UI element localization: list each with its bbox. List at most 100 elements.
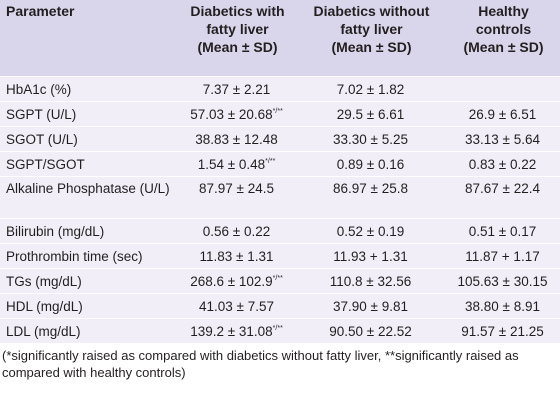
- cell-value: 37.90 ± 9.81: [333, 298, 408, 314]
- cell-without-fatty-liver: 0.52 ± 0.19: [296, 218, 445, 244]
- table-row: Prothrombin time (sec) 11.83 ± 1.31 11.9…: [0, 243, 560, 269]
- cell-value: 0.56 ± 0.22: [202, 223, 271, 239]
- row-parameter: HDL (mg/dL): [0, 293, 177, 319]
- header-col3-line3: (Mean ± SD): [463, 39, 544, 55]
- header-parameter: Parameter: [0, 0, 177, 77]
- cell-value: 139.2 ± 31.08: [190, 323, 273, 339]
- header-col3-line2: controls: [475, 21, 532, 37]
- cell-without-fatty-liver: 110.8 ± 32.56: [296, 268, 445, 294]
- header-col2-line3: (Mean ± SD): [331, 39, 412, 55]
- table-row: Alkaline Phosphatase (U/L) 87.97 ± 24.5 …: [0, 176, 560, 219]
- header-col1-line1: Diabetics with: [190, 3, 285, 19]
- cell-value: 87.67 ± 22.4: [465, 181, 540, 196]
- cell-value: 38.80 ± 8.91: [465, 298, 540, 314]
- cell-without-fatty-liver: 11.93 + 1.31: [296, 243, 445, 269]
- table-row: Bilirubin (mg/dL) 0.56 ± 0.22 0.52 ± 0.1…: [0, 218, 560, 244]
- table-row: SGOT (U/L) 38.83 ± 12.48 33.30 ± 5.25 33…: [0, 126, 560, 152]
- cell-value: 33.30 ± 5.25: [333, 131, 408, 147]
- cell-value: 26.9 ± 6.51: [468, 106, 537, 122]
- cell-with-fatty-liver: 57.03 ± 20.68*/**: [177, 101, 296, 127]
- cell-healthy-controls: 38.80 ± 8.91: [445, 293, 560, 319]
- cell-value: 7.02 ± 1.82: [336, 81, 405, 97]
- significance-marker: */**: [272, 107, 283, 115]
- cell-healthy-controls: 0.51 ± 0.17: [445, 218, 560, 244]
- row-parameter: LDL (mg/dL): [0, 318, 177, 343]
- cell-value: 29.5 ± 6.61: [336, 106, 405, 122]
- table-footnote: (*significantly raised as compared with …: [0, 343, 560, 381]
- cell-value: 86.97 ± 25.8: [333, 181, 408, 196]
- cell-value: 1.54 ± 0.48: [197, 156, 266, 172]
- cell-value: 57.03 ± 20.68: [190, 106, 273, 122]
- row-parameter: Bilirubin (mg/dL): [0, 218, 177, 244]
- cell-value: 11.83 ± 1.31: [199, 248, 274, 264]
- row-parameter: HbA1c (%): [0, 76, 177, 102]
- header-col2-line1: Diabetics without: [313, 3, 430, 19]
- table-header-row: Parameter Diabetics with fatty liver (Me…: [0, 0, 560, 77]
- row-parameter: Prothrombin time (sec): [0, 243, 177, 269]
- row-parameter: SGPT/SGOT: [0, 151, 177, 177]
- cell-healthy-controls: [445, 76, 560, 102]
- significance-marker: */**: [272, 324, 283, 332]
- cell-value: 91.57 ± 21.25: [461, 323, 544, 339]
- cell-with-fatty-liver: 7.37 ± 2.21: [177, 76, 296, 102]
- table-row: TGs (mg/dL) 268.6 ± 102.9*/** 110.8 ± 32…: [0, 268, 560, 294]
- header-col2-line2: fatty liver: [340, 21, 403, 37]
- cell-value: 11.93 + 1.31: [333, 248, 408, 264]
- cell-with-fatty-liver: 268.6 ± 102.9*/**: [177, 268, 296, 294]
- cell-value: 110.8 ± 32.56: [329, 273, 412, 289]
- header-diabetics-with-fatty-liver: Diabetics with fatty liver (Mean ± SD): [177, 0, 296, 77]
- header-parameter-label: Parameter: [6, 3, 75, 19]
- cell-without-fatty-liver: 29.5 ± 6.61: [296, 101, 445, 127]
- cell-with-fatty-liver: 139.2 ± 31.08*/**: [177, 318, 296, 343]
- cell-without-fatty-liver: 86.97 ± 25.8: [296, 176, 445, 219]
- cell-with-fatty-liver: 87.97 ± 24.5: [177, 176, 296, 219]
- cell-with-fatty-liver: 11.83 ± 1.31: [177, 243, 296, 269]
- header-healthy-controls: Healthy controls (Mean ± SD): [445, 0, 560, 77]
- cell-without-fatty-liver: 37.90 ± 9.81: [296, 293, 445, 319]
- header-col3-line1: Healthy: [478, 3, 529, 19]
- cell-healthy-controls: 105.63 ± 30.15: [445, 268, 560, 294]
- cell-value: 41.03 ± 7.57: [199, 298, 274, 314]
- cell-healthy-controls: 91.57 ± 21.25: [445, 318, 560, 343]
- cell-healthy-controls: 26.9 ± 6.51: [445, 101, 560, 127]
- cell-value: 38.83 ± 12.48: [195, 131, 278, 147]
- cell-healthy-controls: 0.83 ± 0.22: [445, 151, 560, 177]
- cell-with-fatty-liver: 38.83 ± 12.48: [177, 126, 296, 152]
- table-row: SGPT (U/L) 57.03 ± 20.68*/** 29.5 ± 6.61…: [0, 101, 560, 127]
- cell-value: 268.6 ± 102.9: [190, 273, 273, 289]
- table-row: LDL (mg/dL) 139.2 ± 31.08*/** 90.50 ± 22…: [0, 318, 560, 343]
- cell-value: 90.50 ± 22.52: [329, 323, 412, 339]
- table-row: SGPT/SGOT 1.54 ± 0.48*/** 0.89 ± 0.16 0.…: [0, 151, 560, 177]
- cell-without-fatty-liver: 90.50 ± 22.52: [296, 318, 445, 343]
- row-parameter: Alkaline Phosphatase (U/L): [0, 176, 177, 219]
- table-row: HbA1c (%) 7.37 ± 2.21 7.02 ± 1.82: [0, 76, 560, 102]
- significance-marker: */**: [265, 157, 276, 165]
- header-col1-line3: (Mean ± SD): [197, 39, 278, 55]
- cell-value: 105.63 ± 30.15: [457, 273, 548, 289]
- table-row: HDL (mg/dL) 41.03 ± 7.57 37.90 ± 9.81 38…: [0, 293, 560, 319]
- cell-healthy-controls: 11.87 + 1.17: [445, 243, 560, 269]
- cell-with-fatty-liver: 1.54 ± 0.48*/**: [177, 151, 296, 177]
- cell-value: 0.89 ± 0.16: [336, 156, 405, 172]
- parameters-table: Parameter Diabetics with fatty liver (Me…: [0, 0, 560, 343]
- significance-marker: */**: [272, 274, 283, 282]
- cell-value: 87.97 ± 24.5: [199, 181, 274, 196]
- cell-without-fatty-liver: 0.89 ± 0.16: [296, 151, 445, 177]
- header-diabetics-without-fatty-liver: Diabetics without fatty liver (Mean ± SD…: [296, 0, 445, 77]
- cell-with-fatty-liver: 0.56 ± 0.22: [177, 218, 296, 244]
- row-parameter: TGs (mg/dL): [0, 268, 177, 294]
- row-parameter: SGPT (U/L): [0, 101, 177, 127]
- header-col1-line2: fatty liver: [206, 21, 269, 37]
- cell-value: 7.37 ± 2.21: [202, 81, 271, 97]
- cell-healthy-controls: 33.13 ± 5.64: [445, 126, 560, 152]
- cell-value: 0.52 ± 0.19: [336, 223, 405, 239]
- cell-value: 11.87 + 1.17: [465, 248, 540, 264]
- cell-without-fatty-liver: 33.30 ± 5.25: [296, 126, 445, 152]
- cell-with-fatty-liver: 41.03 ± 7.57: [177, 293, 296, 319]
- cell-value: 33.13 ± 5.64: [465, 131, 540, 147]
- cell-value: 0.83 ± 0.22: [468, 156, 537, 172]
- row-parameter: SGOT (U/L): [0, 126, 177, 152]
- cell-without-fatty-liver: 7.02 ± 1.82: [296, 76, 445, 102]
- cell-healthy-controls: 87.67 ± 22.4: [445, 176, 560, 219]
